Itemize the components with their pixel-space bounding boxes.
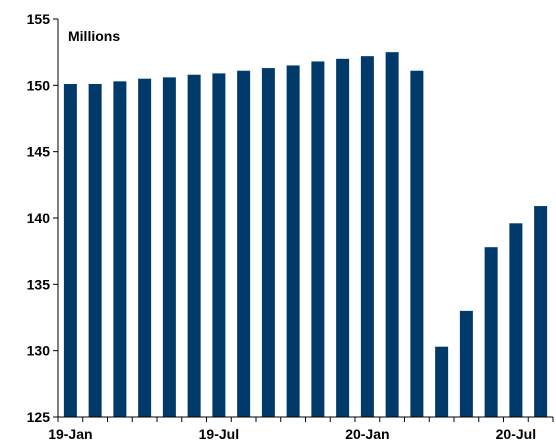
bar-19-Jan bbox=[63, 84, 77, 417]
bar-20-Jul bbox=[509, 223, 523, 417]
bar-19-Jul bbox=[212, 73, 226, 417]
bar-20-Feb bbox=[385, 52, 399, 418]
y-tick-label: 135 bbox=[27, 276, 51, 292]
x-tick-label: 20-Jan bbox=[345, 426, 389, 442]
y-tick-label: 125 bbox=[27, 409, 51, 425]
bar-19-Jun bbox=[187, 74, 201, 417]
y-tick-label: 155 bbox=[27, 11, 51, 27]
y-tick-label: 130 bbox=[27, 343, 51, 359]
y-tick-label: 145 bbox=[27, 144, 51, 160]
bar-19-May bbox=[162, 77, 176, 418]
unit-label: Millions bbox=[68, 28, 120, 44]
y-axis-ticks: 125 130 135 140 145 150 155 bbox=[27, 11, 58, 425]
x-tick-label: 20-Jul bbox=[496, 426, 536, 442]
bar-19-Feb bbox=[88, 84, 102, 417]
bar-20-Jun bbox=[484, 247, 498, 417]
bar-20-Apr bbox=[435, 346, 449, 417]
bar-19-Nov bbox=[311, 61, 325, 417]
bar-19-Mar bbox=[113, 81, 127, 417]
bar-19-Sep bbox=[261, 68, 275, 417]
x-tick-label: 19-Jul bbox=[199, 426, 239, 442]
bar-20-Jan bbox=[360, 56, 374, 418]
bar-19-Aug bbox=[237, 70, 251, 418]
bar-20-Aug bbox=[534, 206, 548, 417]
bar-20-Mar bbox=[410, 70, 424, 418]
x-axis-ticks: 19-Jan 19-Jul 20-Jan 20-Jul bbox=[48, 417, 554, 442]
axes-group bbox=[57, 19, 553, 418]
x-tick-label: 19-Jan bbox=[48, 426, 92, 442]
bar-19-Apr bbox=[138, 78, 152, 417]
bar-19-Dec bbox=[336, 58, 350, 418]
bar-20-May bbox=[459, 310, 473, 417]
bar-19-Oct bbox=[286, 65, 300, 418]
y-tick-label: 140 bbox=[27, 210, 51, 226]
y-tick-label: 150 bbox=[27, 77, 51, 93]
bars-group bbox=[63, 52, 548, 418]
